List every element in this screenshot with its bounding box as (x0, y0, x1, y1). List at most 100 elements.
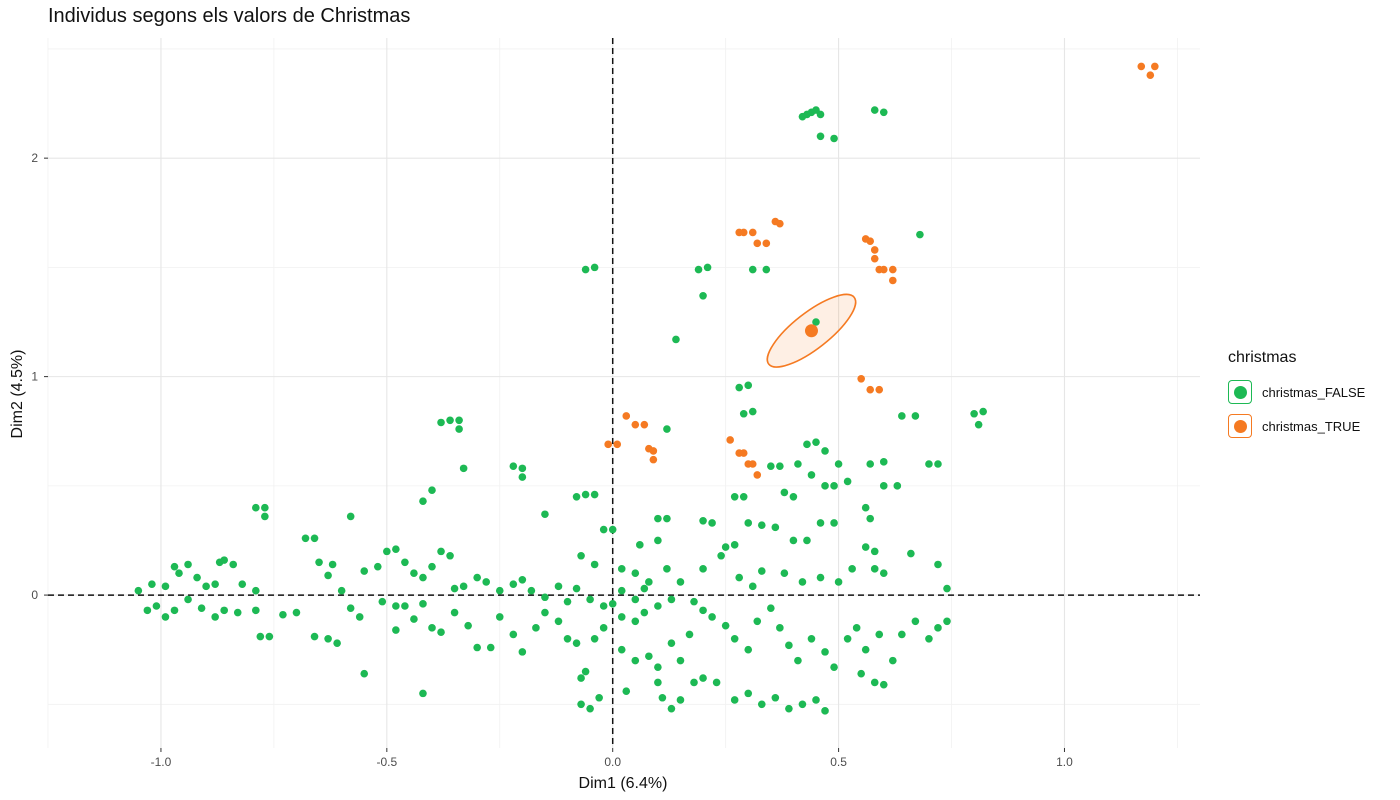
point-christmas-false (879, 458, 888, 466)
y-tick-label: 1 (31, 370, 38, 384)
point-christmas-false (252, 503, 260, 512)
point-christmas-false (622, 687, 631, 695)
point-christmas-false (667, 704, 676, 713)
point-christmas-false (473, 643, 481, 652)
point-christmas-true (870, 246, 879, 254)
point-christmas-false (699, 517, 707, 525)
y-axis-title: Dim2 (4.5%) (9, 350, 26, 439)
point-christmas-false (667, 639, 676, 647)
point-christmas-false (577, 551, 585, 560)
legend-dot-icon (1233, 419, 1247, 433)
point-christmas-false (175, 569, 183, 578)
point-christmas-false (676, 696, 685, 704)
point-christmas-false (762, 265, 771, 274)
point-christmas-false (324, 571, 332, 580)
point-christmas-false (197, 604, 206, 612)
point-christmas-false (798, 700, 807, 709)
point-christmas-false (581, 490, 590, 499)
point-christmas-false (279, 610, 287, 619)
point-christmas-false (821, 648, 829, 656)
point-christmas-false (776, 462, 784, 470)
point-christmas-false (419, 600, 427, 608)
point-christmas-false (654, 602, 662, 610)
point-christmas-false (699, 565, 707, 573)
point-christmas-false (220, 556, 228, 564)
point-christmas-true (1146, 71, 1155, 79)
point-christmas-false (843, 477, 852, 486)
point-christmas-false (292, 608, 301, 617)
point-christmas-false (744, 645, 753, 654)
point-christmas-false (211, 613, 219, 621)
point-christmas-false (599, 525, 608, 534)
point-christmas-false (631, 569, 640, 578)
point-christmas-false (617, 613, 626, 621)
x-axis-title: Dim1 (6.4%) (579, 775, 668, 792)
point-christmas-false (694, 265, 703, 274)
point-christmas-false (337, 586, 346, 595)
point-christmas-false (672, 335, 680, 344)
point-christmas-false (586, 704, 594, 713)
point-christmas-false (848, 565, 856, 573)
point-christmas-false (518, 575, 527, 584)
point-christmas-false (654, 536, 662, 545)
point-christmas-false (134, 586, 143, 595)
point-christmas-false (577, 674, 585, 682)
point-christmas-false (889, 656, 897, 665)
point-christmas-false (410, 615, 418, 623)
point-christmas-false (748, 265, 757, 274)
point-christmas-false (324, 634, 332, 643)
point-christmas-false (785, 641, 793, 650)
point-christmas-false (518, 473, 527, 481)
point-christmas-false (730, 492, 739, 501)
legend-dot-icon (1233, 385, 1247, 399)
point-christmas-false (509, 462, 518, 470)
chart-title: Individus segons els valors de Christmas (48, 5, 411, 27)
point-christmas-false (654, 663, 662, 671)
point-christmas-true (726, 436, 734, 444)
point-christmas-false (428, 562, 436, 571)
point-christmas-false (757, 567, 766, 575)
point-christmas-false (455, 425, 463, 433)
point-christmas-false (301, 534, 310, 543)
point-christmas-false (590, 560, 599, 569)
point-christmas-false (328, 560, 337, 569)
point-christmas-true (1137, 62, 1146, 71)
point-christmas-true (739, 228, 748, 237)
point-christmas-true (762, 239, 771, 248)
point-christmas-true (889, 276, 897, 285)
point-christmas-false (509, 580, 518, 588)
point-christmas-false (170, 562, 179, 571)
point-christmas-false (229, 560, 238, 569)
point-christmas-false (834, 578, 843, 586)
point-christmas-false (866, 514, 875, 523)
point-christmas-false (233, 608, 242, 617)
point-christmas-false (730, 541, 739, 549)
point-christmas-false (757, 521, 766, 529)
point-christmas-false (735, 573, 743, 582)
legend-item-christmas-true: christmas_TRUE (1228, 409, 1365, 443)
point-christmas-false (360, 567, 369, 575)
point-christmas-false (383, 547, 391, 556)
point-christmas-false (428, 486, 436, 495)
point-christmas-false (261, 512, 269, 521)
point-christmas-false (767, 462, 775, 470)
point-christmas-false (599, 602, 608, 610)
point-christmas-false (645, 652, 653, 661)
point-christmas-true (776, 219, 784, 228)
point-christmas-true (1151, 62, 1159, 71)
point-christmas-false (712, 678, 721, 687)
point-christmas-false (631, 595, 640, 604)
point-christmas-false (690, 678, 698, 687)
point-christmas-false (636, 541, 644, 549)
point-christmas-false (595, 693, 603, 702)
point-christmas-false (870, 565, 879, 573)
point-christmas-true (866, 237, 875, 245)
data-points (134, 62, 1159, 715)
point-christmas-false (572, 492, 581, 501)
point-christmas-false (599, 624, 608, 632)
point-christmas-false (744, 381, 753, 390)
point-christmas-false (834, 460, 843, 468)
point-christmas-false (703, 263, 712, 272)
point-christmas-false (654, 514, 662, 523)
point-christmas-false (563, 597, 572, 606)
